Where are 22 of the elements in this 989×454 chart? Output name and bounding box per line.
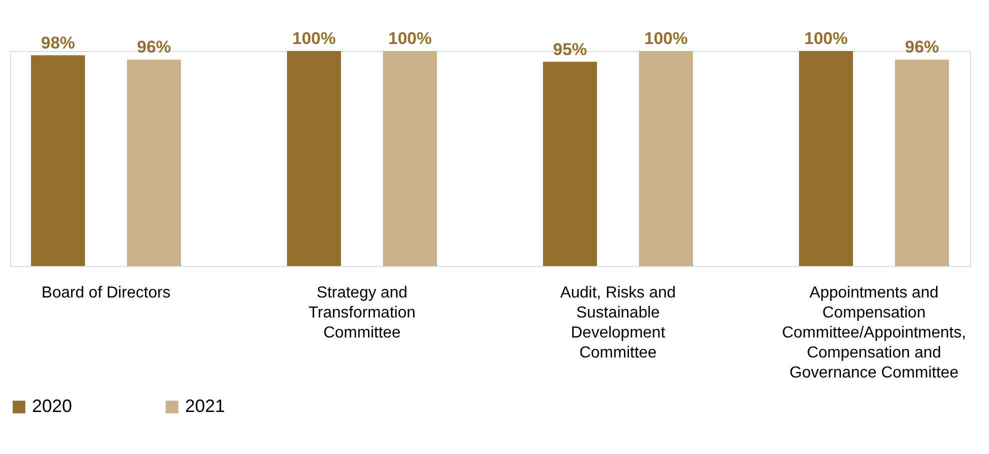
bar [799,51,853,266]
legend-label: 2021 [185,396,226,416]
bar [287,51,341,266]
data-label: 100% [292,29,336,48]
data-label: 100% [804,29,848,48]
bar [639,51,693,266]
data-label: 96% [136,38,172,57]
data-label: 100% [644,29,688,48]
bar [383,51,437,266]
x-tick-label: Audit, Risks and Sustainable Development Committee [560,284,676,362]
data-label: 96% [904,38,940,57]
bar [543,62,597,266]
bar [127,60,181,266]
x-tick-label: Strategy and Transformation Committee [308,284,416,342]
data-label: 100% [388,29,432,48]
data-label: 98% [40,33,76,52]
x-tick-label: Appointments and Compensation Committee/Appointments, Compensation and Governance Committee [782,284,966,382]
data-label: 95% [552,40,588,59]
x-tick-label: Board of Directors [42,284,170,302]
bar [31,55,85,266]
legend-label: 2020 [32,396,72,416]
bar [895,60,949,266]
